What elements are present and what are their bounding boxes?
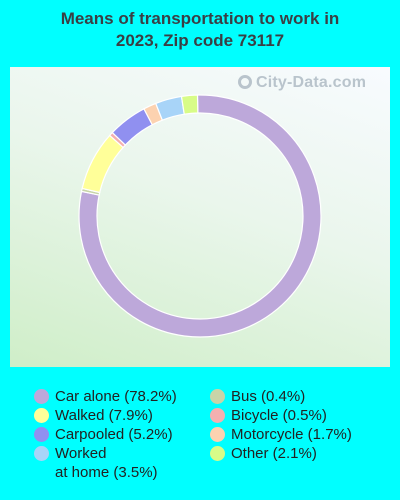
legend-item-other: Other (2.1%) (210, 444, 317, 463)
legend-label: Motorcycle (1.7%) (231, 426, 352, 443)
legend-item-motorcycle: Motorcycle (1.7%) (210, 425, 352, 444)
chart-title: Means of transportation to work in 2023,… (0, 8, 400, 52)
slice-walked (81, 134, 125, 194)
slice-other (180, 94, 199, 115)
legend: Car alone (78.2%) Walked (7.9%) Carpoole… (0, 383, 400, 493)
legend-label: Worked at home (3.5%) (55, 444, 158, 482)
legend-item-carpooled: Carpooled (5.2%) (34, 425, 173, 444)
legend-item-car-alone: Car alone (78.2%) (34, 387, 177, 406)
legend-label: Car alone (78.2%) (55, 388, 177, 405)
legend-label: Bicycle (0.5%) (231, 407, 327, 424)
legend-label: Bus (0.4%) (231, 388, 306, 405)
legend-item-walked: Walked (7.9%) (34, 406, 153, 425)
legend-label: Other (2.1%) (231, 445, 317, 462)
magnifier-icon (238, 75, 252, 89)
chart-panel (10, 67, 390, 367)
legend-swatch (210, 446, 225, 461)
watermark-text: City-Data.com (256, 74, 367, 91)
legend-label-line-1: Worked (55, 445, 107, 462)
legend-swatch (210, 389, 225, 404)
legend-swatch (210, 408, 225, 423)
legend-item-bicycle: Bicycle (0.5%) (210, 406, 327, 425)
legend-swatch (34, 389, 49, 404)
legend-item-bus: Bus (0.4%) (210, 387, 305, 406)
chart-title-line-1: Means of transportation to work in (60, 9, 340, 28)
legend-label-line-2: at home (3.5%) (55, 464, 158, 481)
chart-title-line-2: 2023, Zip code 73117 (115, 31, 285, 50)
slice-car-alone (78, 94, 322, 338)
legend-swatch (34, 446, 49, 461)
donut-slices (78, 94, 322, 338)
legend-swatch (210, 427, 225, 442)
legend-label: Carpooled (5.2%) (55, 426, 173, 443)
watermark: City-Data.com (238, 74, 366, 92)
legend-swatch (34, 427, 49, 442)
legend-item-worked-at-home: Worked at home (3.5%) (34, 444, 158, 482)
legend-label: Walked (7.9%) (55, 407, 153, 424)
legend-swatch (34, 408, 49, 423)
